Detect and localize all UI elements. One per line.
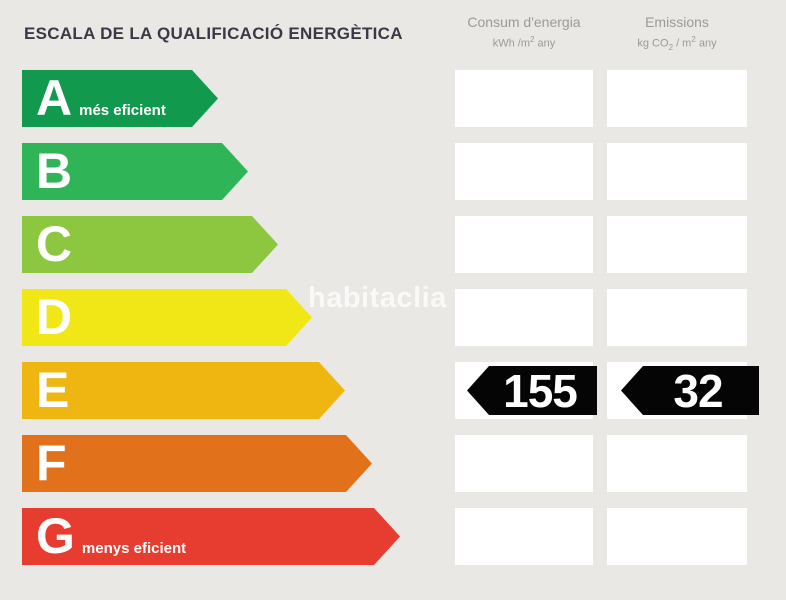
rating-arrow-g: G menys eficient: [22, 508, 400, 565]
rating-row-f: F: [22, 435, 764, 492]
rating-arrow-d: D: [22, 289, 312, 346]
rating-label: més eficient: [79, 102, 166, 119]
consum-column-unit: kWh /m2 any: [492, 35, 556, 50]
rating-letter: A: [36, 70, 73, 126]
rating-letter: B: [36, 143, 73, 199]
emissions-column-unit: kg CO2 / m2 any: [637, 35, 717, 52]
emissions-cell: [607, 508, 747, 565]
rating-row-e: E 155 32: [22, 362, 764, 419]
emissions-column-title: Emissions: [645, 14, 709, 30]
emissions-cell: [607, 216, 747, 273]
emissions-value-badge: 32: [621, 366, 759, 415]
rating-row-c: C: [22, 216, 764, 273]
rating-row-a: A més eficient: [22, 70, 764, 127]
rating-scale: A més eficient B C D: [22, 70, 764, 581]
consum-column-header: Consum d'energia kWh /m2 any: [455, 14, 593, 50]
rating-arrow-a: A més eficient: [22, 70, 218, 127]
consum-cell: 155: [455, 362, 597, 419]
consum-column-title: Consum d'energia: [467, 14, 581, 30]
consum-cell: [455, 435, 593, 492]
rating-letter: G: [36, 508, 75, 564]
rating-row-d: D: [22, 289, 764, 346]
rating-arrow-f: F: [22, 435, 372, 492]
emissions-cell: [607, 70, 747, 127]
rating-arrow-c: C: [22, 216, 278, 273]
emissions-cell: [607, 435, 747, 492]
consum-cell: [455, 289, 593, 346]
rating-letter: F: [36, 435, 67, 491]
page-title: ESCALA DE LA QUALIFICACIÓ ENERGÈTICA: [24, 24, 403, 43]
rating-letter: E: [36, 362, 70, 418]
consum-cell: [455, 70, 593, 127]
emissions-cell: 32: [607, 362, 759, 419]
rating-letter: C: [36, 216, 73, 272]
rating-letter: D: [36, 289, 73, 345]
emissions-cell: [607, 289, 747, 346]
rating-row-g: G menys eficient: [22, 508, 764, 565]
consum-cell: [455, 143, 593, 200]
consum-cell: [455, 216, 593, 273]
rating-label: menys eficient: [81, 540, 187, 557]
consum-cell: [455, 508, 593, 565]
rating-row-b: B: [22, 143, 764, 200]
rating-arrow-b: B: [22, 143, 248, 200]
emissions-column-header: Emissions kg CO2 / m2 any: [607, 14, 747, 52]
emissions-cell: [607, 143, 747, 200]
consum-value-badge: 155: [467, 366, 597, 415]
rating-arrow-e: E: [22, 362, 345, 419]
